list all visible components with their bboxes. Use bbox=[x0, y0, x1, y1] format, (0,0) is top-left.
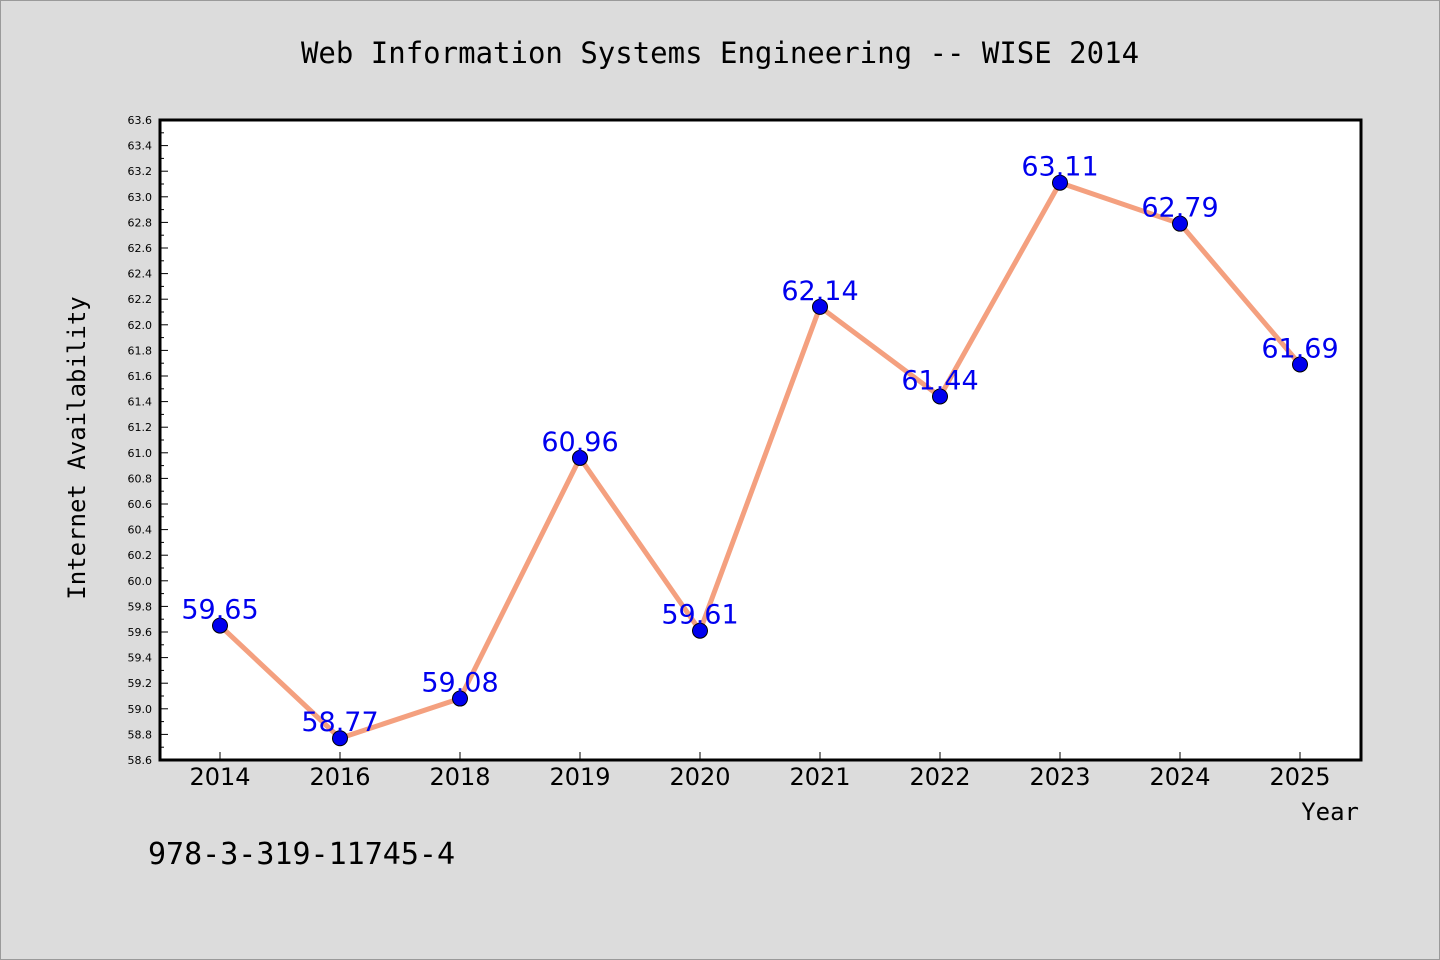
y-tick-label: 61.0 bbox=[128, 447, 153, 460]
y-tick-label: 62.4 bbox=[128, 268, 153, 281]
data-label: 59.08 bbox=[421, 668, 498, 699]
y-tick-label: 59.4 bbox=[128, 652, 153, 665]
data-point bbox=[1172, 215, 1188, 232]
x-tick-label: 2021 bbox=[789, 763, 850, 791]
y-tick-label: 61.6 bbox=[128, 370, 153, 383]
y-axis-label: Internet Availability bbox=[63, 296, 91, 599]
x-axis: 2014 2016 2018 2019 2020 2021 2022 2023 2024 2025 bbox=[189, 752, 1331, 791]
series-markers bbox=[212, 174, 1308, 747]
y-tick-label: 59.2 bbox=[128, 677, 153, 690]
data-label: 62.79 bbox=[1141, 193, 1218, 224]
data-labels: 59.65 58.77 59.08 60.96 59.61 62.14 61.44 63.11… bbox=[181, 152, 1338, 739]
y-tick-label: 63.6 bbox=[128, 114, 153, 127]
y-tick-label: 59.0 bbox=[128, 703, 153, 716]
series-line bbox=[218, 180, 1302, 741]
y-tick-label: 63.4 bbox=[128, 140, 153, 153]
plot-area bbox=[158, 118, 1363, 762]
data-label: 61.69 bbox=[1261, 333, 1338, 364]
data-point bbox=[812, 298, 828, 315]
y-tick-label: 61.4 bbox=[128, 396, 153, 409]
x-tick-label: 2024 bbox=[1149, 763, 1210, 791]
data-point bbox=[212, 617, 228, 634]
data-label: 59.61 bbox=[661, 600, 738, 631]
chart-title: Web Information Systems Engineering -- W… bbox=[301, 36, 1139, 70]
y-tick-label: 59.6 bbox=[128, 626, 153, 639]
y-axis: 58.6 58.8 59.0 59.2 59.4 59.6 59.8 60.0 60.2 60.4… bbox=[128, 114, 168, 767]
y-tick-label: 58.8 bbox=[128, 728, 153, 741]
data-point bbox=[332, 730, 348, 747]
x-tick-label: 2025 bbox=[1269, 763, 1330, 791]
data-point bbox=[1292, 356, 1308, 373]
data-label: 60.96 bbox=[541, 427, 618, 458]
data-point bbox=[692, 622, 708, 639]
data-point bbox=[1052, 174, 1068, 191]
data-label: 59.65 bbox=[181, 595, 258, 626]
y-tick-label: 62.8 bbox=[128, 216, 153, 229]
y-tick-label: 59.8 bbox=[128, 600, 153, 613]
footnote: 978-3-319-11745-4 bbox=[148, 837, 455, 872]
y-tick-label: 61.2 bbox=[128, 421, 153, 434]
x-tick-label: 2014 bbox=[189, 763, 250, 791]
y-tick-label: 60.0 bbox=[128, 575, 153, 588]
x-tick-label: 2019 bbox=[549, 763, 610, 791]
y-tick-label: 62.2 bbox=[128, 293, 153, 306]
y-tick-label: 63.2 bbox=[128, 165, 153, 178]
y-tick-label: 60.2 bbox=[128, 549, 153, 562]
x-tick-label: 2020 bbox=[669, 763, 730, 791]
data-label: 61.44 bbox=[901, 365, 978, 396]
data-label: 62.14 bbox=[781, 276, 858, 307]
y-tick-label: 60.6 bbox=[128, 498, 153, 511]
x-tick-label: 2023 bbox=[1029, 763, 1090, 791]
y-tick-label: 58.6 bbox=[128, 754, 153, 767]
x-tick-label: 2018 bbox=[429, 763, 490, 791]
x-tick-label: 2022 bbox=[909, 763, 970, 791]
data-point bbox=[932, 388, 948, 405]
y-tick-label: 62.6 bbox=[128, 242, 153, 255]
y-tick-label: 62.0 bbox=[128, 319, 153, 332]
x-tick-label: 2016 bbox=[309, 763, 370, 791]
data-point bbox=[452, 690, 468, 707]
y-tick-label: 61.8 bbox=[128, 344, 153, 357]
data-label: 63.11 bbox=[1021, 152, 1098, 183]
x-axis-label: Year bbox=[1301, 798, 1359, 826]
data-label: 58.77 bbox=[301, 707, 378, 738]
y-tick-label: 63.0 bbox=[128, 191, 153, 204]
y-tick-label: 60.4 bbox=[128, 524, 153, 537]
y-tick-label: 60.8 bbox=[128, 472, 153, 485]
data-point bbox=[572, 449, 588, 466]
